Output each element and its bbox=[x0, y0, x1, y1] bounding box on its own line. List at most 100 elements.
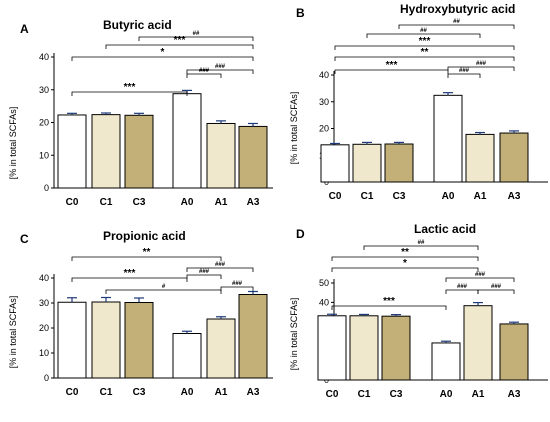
significance-label: ### bbox=[199, 68, 210, 74]
significance-bracket bbox=[138, 36, 254, 41]
bar-c1 bbox=[352, 143, 382, 183]
significance-label: *** bbox=[124, 82, 136, 93]
x-tick-label-c3: C3 bbox=[133, 197, 146, 208]
y-tick-label: 0 bbox=[44, 183, 49, 193]
chart-title: Butyric acid bbox=[103, 18, 172, 32]
bar-a0 bbox=[433, 94, 463, 183]
y-tick-label: 20 bbox=[39, 118, 49, 128]
bar-a0 bbox=[172, 93, 202, 189]
significance-label: ### bbox=[459, 68, 470, 74]
significance-bracket bbox=[71, 256, 222, 261]
significance-label: *** bbox=[174, 35, 186, 46]
x-tick-label-c1: C1 bbox=[358, 389, 371, 400]
significance-label: ** bbox=[143, 247, 151, 258]
bar-a1 bbox=[463, 305, 493, 381]
significance-bracket bbox=[477, 289, 515, 294]
x-tick-label-a3: A3 bbox=[508, 389, 521, 400]
x-tick-label-c3: C3 bbox=[133, 387, 146, 398]
significance-bracket bbox=[186, 69, 254, 74]
x-tick-label-c3: C3 bbox=[390, 389, 403, 400]
bar-c0 bbox=[57, 301, 87, 379]
bar-c0 bbox=[317, 315, 347, 381]
bar-a1 bbox=[206, 318, 236, 379]
significance-label: # bbox=[162, 284, 166, 290]
bar-c3 bbox=[381, 315, 411, 381]
x-tick-label-a3: A3 bbox=[247, 197, 260, 208]
significance-label: ## bbox=[420, 28, 427, 34]
bar-a3 bbox=[499, 323, 529, 381]
significance-bracket bbox=[447, 73, 481, 78]
bar-c3 bbox=[124, 114, 154, 189]
significance-label: * bbox=[403, 258, 407, 269]
significance-bracket bbox=[331, 305, 447, 310]
y-axis-label: [% in total SCFAs] bbox=[289, 298, 299, 371]
x-tick-label-a1: A1 bbox=[474, 191, 487, 202]
x-tick-label-c1: C1 bbox=[100, 197, 113, 208]
x-tick-label-a1: A1 bbox=[472, 389, 485, 400]
significance-label: *** bbox=[386, 60, 398, 71]
significance-bracket bbox=[331, 267, 479, 272]
y-axis-label: [% in total SCFAs] bbox=[8, 107, 18, 180]
bar-c0 bbox=[320, 144, 350, 183]
x-tick-label-c3: C3 bbox=[393, 191, 406, 202]
significance-label: ** bbox=[401, 247, 409, 258]
bar-a1 bbox=[206, 122, 236, 189]
y-tick-label: 30 bbox=[39, 85, 49, 95]
y-tick-label: 10 bbox=[39, 150, 49, 160]
significance-bracket bbox=[331, 256, 479, 261]
x-tick-label-a3: A3 bbox=[508, 191, 521, 202]
significance-bracket bbox=[445, 277, 515, 282]
x-tick-label-c0: C0 bbox=[66, 387, 79, 398]
bar-c1 bbox=[349, 315, 379, 381]
y-tick-label: 40 bbox=[319, 297, 329, 307]
significance-label: ** bbox=[421, 47, 429, 58]
significance-label: ### bbox=[476, 61, 487, 67]
significance-label: ## bbox=[193, 31, 200, 37]
panel-label: D bbox=[296, 227, 305, 241]
significance-label: ## bbox=[453, 19, 460, 25]
significance-bracket bbox=[447, 66, 515, 71]
significance-label: ### bbox=[491, 284, 502, 290]
significance-bracket bbox=[105, 44, 254, 49]
chart-title: Hydroxybutyric acid bbox=[400, 2, 515, 16]
x-tick-label-c0: C0 bbox=[326, 389, 339, 400]
bar-a0 bbox=[431, 342, 461, 381]
x-tick-label-a1: A1 bbox=[215, 387, 228, 398]
panel-a: A Butyric acid [% in total SCFAs] 0 10 20 30 40… bbox=[8, 18, 273, 208]
y-axis-label: [% in total SCFAs] bbox=[8, 296, 18, 369]
y-tick-label: 10 bbox=[39, 348, 49, 358]
significance-label: ### bbox=[475, 272, 486, 278]
panel-label: C bbox=[20, 232, 29, 246]
significance-label: ### bbox=[232, 281, 243, 287]
x-tick-label-a0: A0 bbox=[181, 387, 194, 398]
significance-bracket bbox=[186, 267, 254, 272]
significance-bracket bbox=[220, 286, 254, 291]
bar-a3 bbox=[499, 132, 529, 183]
significance-label: *** bbox=[124, 268, 136, 279]
significance-label: ## bbox=[418, 240, 425, 246]
y-axis-label: [% in total SCFAs] bbox=[289, 92, 299, 165]
significance-label: ### bbox=[215, 64, 226, 70]
y-tick-label: 0 bbox=[44, 373, 49, 383]
y-tick-label: 20 bbox=[39, 323, 49, 333]
significance-bracket bbox=[445, 289, 479, 294]
significance-bracket bbox=[186, 274, 222, 279]
x-tick-label-c1: C1 bbox=[361, 191, 374, 202]
significance-bracket bbox=[71, 56, 254, 61]
bar-a3 bbox=[238, 294, 268, 379]
bar-c3 bbox=[384, 143, 414, 183]
bar-a1 bbox=[465, 133, 495, 183]
significance-bracket bbox=[398, 24, 515, 29]
x-tick-label-c1: C1 bbox=[100, 387, 113, 398]
panel-label: B bbox=[296, 6, 305, 20]
significance-bracket bbox=[71, 91, 188, 96]
significance-label: ### bbox=[215, 262, 226, 268]
x-tick-label-a1: A1 bbox=[215, 197, 228, 208]
chart-title: Lactic acid bbox=[414, 222, 476, 236]
bar-a3 bbox=[238, 125, 268, 189]
bar-c3 bbox=[124, 302, 154, 379]
bar-c0 bbox=[57, 114, 87, 189]
